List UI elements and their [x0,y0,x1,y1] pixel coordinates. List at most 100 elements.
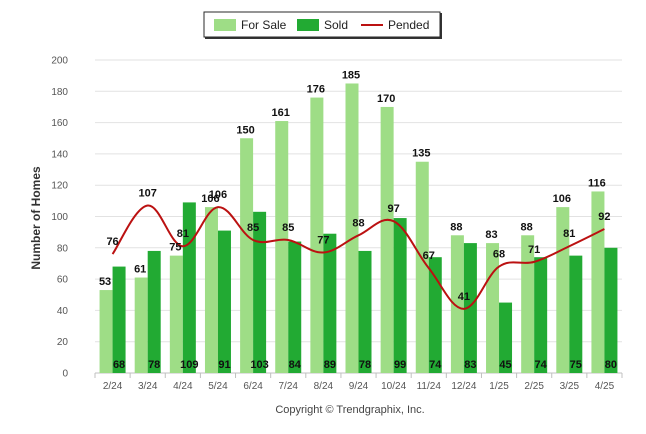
legend-label-for-sale: For Sale [241,18,287,32]
label-for-sale: 135 [412,148,430,160]
bar-sold [499,302,513,373]
y-tick-label: 40 [57,306,69,317]
label-for-sale: 88 [450,221,462,233]
bar-sold [569,255,583,373]
y-axis-title: Number of Homes [29,166,43,270]
legend-label-pended: Pended [388,18,429,32]
label-for-sale: 170 [377,93,395,105]
label-sold: 68 [113,359,125,371]
label-sold: 78 [148,359,160,371]
x-tick-label: 8/24 [314,381,334,392]
pended-line-group [111,204,605,310]
label-for-sale: 161 [272,107,290,119]
x-axis: 2/24 3/24 4/24 5/24 6/24 7/24 8/24 9/24 10/24 11/… [94,373,623,392]
label-sold: 78 [359,359,371,371]
label-sold: 83 [464,359,476,371]
bar-for-sale [310,97,324,373]
x-tick-label: 10/24 [381,381,406,392]
x-tick-label: 6/24 [243,381,263,392]
x-tick-label: 4/24 [173,381,193,392]
x-tick-label: 11/24 [417,381,442,392]
label-pended: 67 [423,250,435,262]
label-pended: 81 [177,228,189,240]
y-tick-label: 60 [57,275,69,286]
legend-swatch-sold [297,19,319,31]
label-pended: 85 [247,222,259,234]
label-for-sale: 176 [307,84,325,96]
legend-box [203,11,441,38]
bar-sold [217,230,231,373]
label-pended: 106 [209,189,227,201]
bar-for-sale [415,161,429,373]
label-for-sale: 75 [169,242,181,254]
bar-for-sale [591,191,605,373]
y-tick-label: 80 [57,243,69,254]
bar-sold [463,243,477,373]
legend-swatch-for-sale [214,19,236,31]
pended-line [111,204,605,310]
x-tick-label: 1/25 [489,381,509,392]
y-tick-label: 160 [51,118,68,129]
label-sold: 89 [324,359,336,371]
label-sold: 103 [250,359,268,371]
label-for-sale: 106 [201,193,219,205]
bar-sold [323,233,337,373]
value-labels-group: 53 68 61 78 75 109 106 91 150 103 161 84 176 89 185 78 1… [99,69,617,371]
label-for-sale: 88 [521,221,533,233]
y-tick-label: 120 [51,181,68,192]
label-sold: 75 [570,359,582,371]
label-pended: 71 [528,244,540,256]
bar-sold [288,241,302,373]
label-pended: 88 [352,217,364,229]
bar-for-sale [99,290,113,373]
label-sold: 80 [605,359,617,371]
y-tick-label: 0 [62,369,68,380]
label-sold: 109 [180,359,198,371]
label-sold: 74 [535,359,548,371]
bar-for-sale [521,235,535,373]
label-for-sale: 83 [485,229,497,241]
bar-sold [428,257,442,373]
bar-for-sale [486,243,500,373]
x-tick-label: 9/24 [349,381,369,392]
label-for-sale: 61 [134,264,146,276]
x-tick-label: 5/24 [208,381,228,392]
bar-for-sale [240,138,254,373]
x-tick-label: 12/24 [451,381,476,392]
y-tick-label: 200 [51,56,68,67]
label-pended: 68 [493,249,505,261]
bar-for-sale [345,83,359,373]
x-tick-label: 4/25 [595,381,615,392]
y-tick-label: 140 [51,149,68,160]
y-tick-label: 100 [51,212,68,223]
label-sold: 45 [499,359,511,371]
bar-for-sale [134,277,148,373]
bar-for-sale [204,207,218,373]
x-tick-label: 7/24 [278,381,298,392]
label-sold: 91 [218,359,230,371]
legend-label-sold: Sold [324,18,348,32]
x-tick-label: 2/25 [524,381,544,392]
label-for-sale: 150 [236,124,254,136]
bar-sold [604,247,618,373]
label-for-sale: 53 [99,276,111,288]
label-sold: 99 [394,359,406,371]
label-pended: 81 [563,228,575,240]
y-tick-label: 20 [57,337,69,348]
label-pended: 85 [282,222,294,234]
label-sold: 84 [289,359,302,371]
label-for-sale: 116 [588,177,606,189]
bar-sold [393,218,407,373]
x-tick-label: 2/24 [103,381,123,392]
bar-for-sale [450,235,464,373]
label-sold: 74 [429,359,442,371]
bar-sold [358,250,372,373]
bar-sold [253,211,267,373]
label-pended: 41 [458,291,470,303]
label-pended: 77 [317,234,329,246]
x-tick-label: 3/25 [560,381,580,392]
label-pended: 76 [106,236,118,248]
bars-group [99,83,618,373]
